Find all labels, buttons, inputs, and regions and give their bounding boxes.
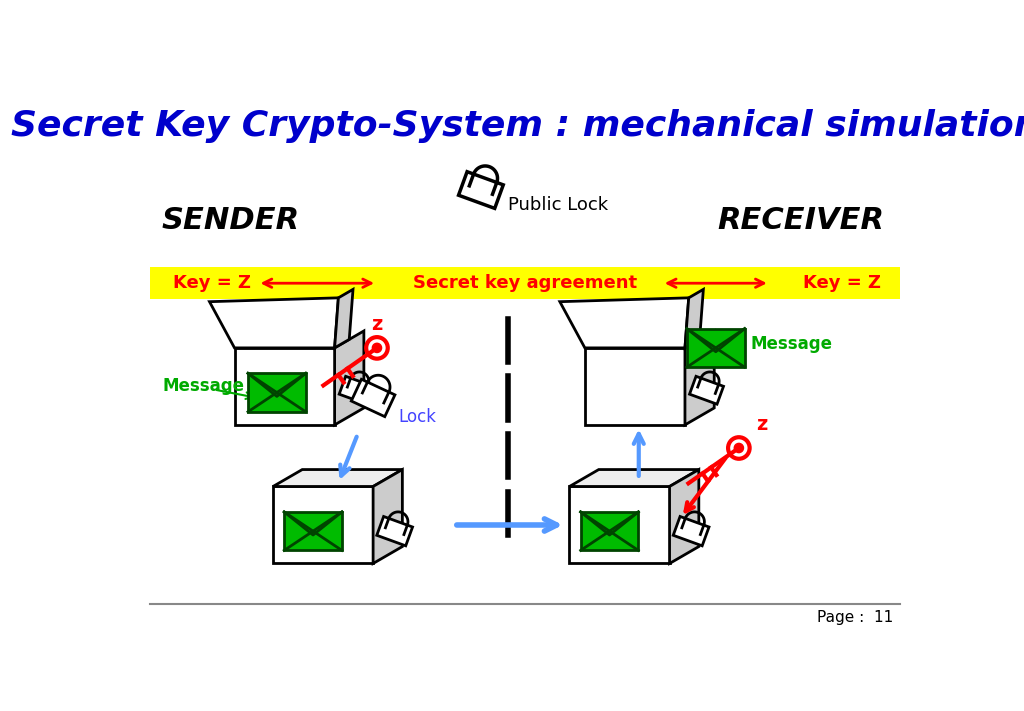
- Text: RECEIVER: RECEIVER: [717, 206, 884, 235]
- Polygon shape: [335, 331, 364, 425]
- Circle shape: [373, 343, 382, 353]
- Circle shape: [367, 337, 388, 358]
- Text: z: z: [372, 315, 383, 334]
- Text: Key = Z: Key = Z: [173, 274, 251, 292]
- Polygon shape: [687, 328, 744, 367]
- Polygon shape: [670, 469, 698, 564]
- Text: Page :  11: Page : 11: [816, 610, 893, 625]
- Polygon shape: [585, 348, 685, 425]
- Polygon shape: [569, 486, 670, 564]
- Polygon shape: [459, 171, 503, 208]
- Polygon shape: [569, 469, 698, 486]
- Circle shape: [734, 444, 743, 453]
- Circle shape: [728, 437, 750, 459]
- Polygon shape: [339, 376, 373, 404]
- Polygon shape: [285, 512, 342, 550]
- Polygon shape: [689, 376, 724, 404]
- Bar: [150, 267, 900, 299]
- Polygon shape: [273, 486, 373, 564]
- Polygon shape: [335, 289, 353, 348]
- Text: Secret Key Crypto-System : mechanical simulation: Secret Key Crypto-System : mechanical si…: [10, 109, 1024, 143]
- Text: Message: Message: [163, 378, 245, 395]
- Polygon shape: [581, 512, 638, 550]
- Text: Lock: Lock: [398, 408, 436, 426]
- Polygon shape: [273, 469, 402, 486]
- Text: Key = Z: Key = Z: [804, 274, 882, 292]
- Polygon shape: [685, 289, 703, 348]
- Polygon shape: [248, 373, 306, 412]
- Polygon shape: [234, 348, 335, 425]
- Text: SENDER: SENDER: [162, 206, 300, 235]
- Polygon shape: [685, 331, 714, 425]
- Polygon shape: [560, 298, 689, 348]
- Polygon shape: [377, 516, 413, 546]
- Text: z: z: [757, 415, 768, 434]
- Polygon shape: [351, 379, 395, 417]
- Text: Secret key agreement: Secret key agreement: [413, 274, 637, 292]
- Polygon shape: [673, 516, 709, 546]
- Polygon shape: [373, 469, 402, 564]
- Polygon shape: [210, 298, 338, 348]
- Text: Message: Message: [751, 335, 833, 353]
- Text: Public Lock: Public Lock: [508, 196, 608, 215]
